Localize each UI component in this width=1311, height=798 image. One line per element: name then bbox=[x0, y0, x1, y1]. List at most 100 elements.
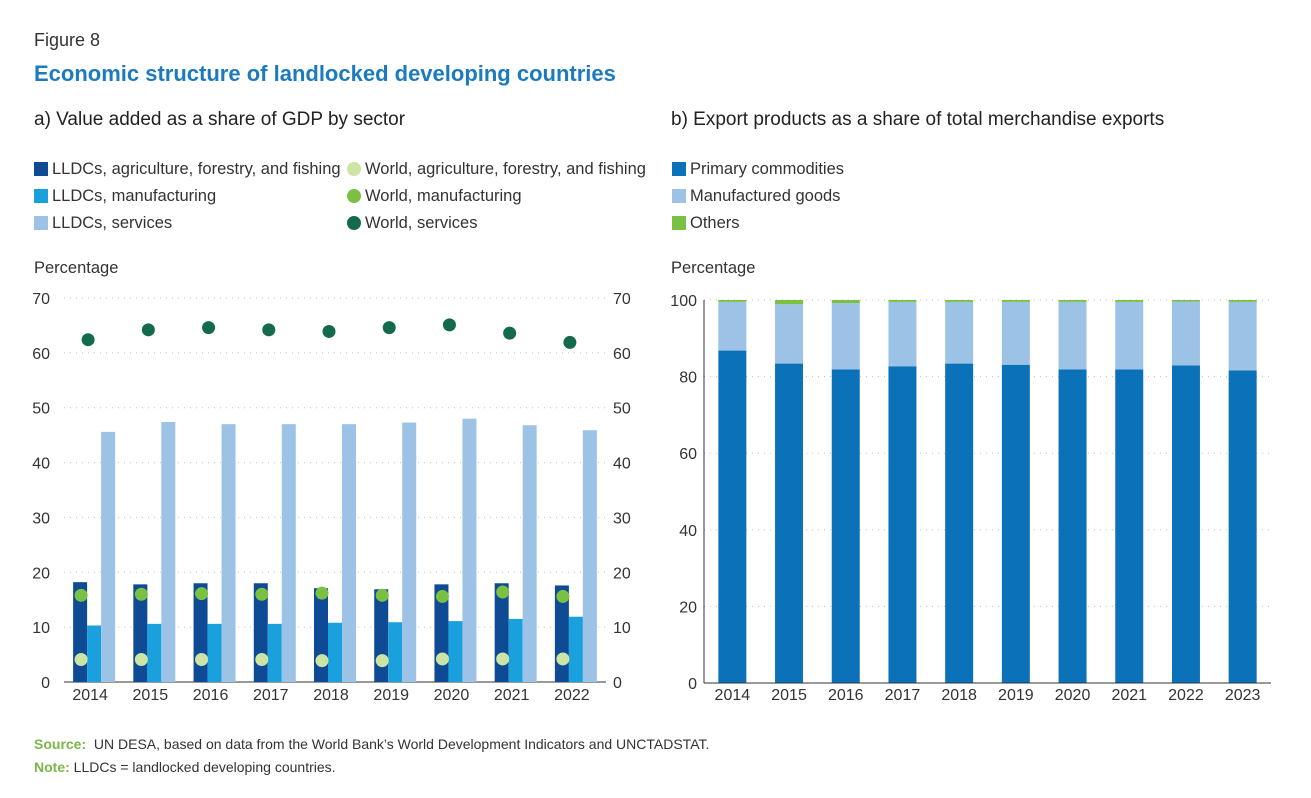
dot-world-agri bbox=[255, 653, 269, 667]
bar-lldc-serv bbox=[161, 421, 176, 682]
dot-world-agri bbox=[74, 653, 88, 667]
y-tick-label-left: 70 bbox=[32, 291, 50, 308]
bar-lldc-agri bbox=[73, 582, 88, 682]
legend-swatch-manufactured bbox=[672, 189, 686, 203]
bar-others bbox=[1171, 300, 1200, 302]
panel-b-title: b) Export products as a share of total m… bbox=[671, 109, 1165, 130]
dot-world-manu bbox=[255, 587, 269, 601]
dot-world-agri bbox=[315, 654, 329, 668]
dot-world-serv bbox=[262, 323, 276, 337]
legend-swatch-lldc-serv bbox=[34, 216, 48, 230]
y-tick-label: 80 bbox=[679, 370, 697, 387]
x-tick-label: 2014 bbox=[72, 687, 108, 704]
bar-lldc-manu bbox=[568, 616, 583, 682]
dot-world-agri bbox=[134, 653, 148, 667]
legend-label: LLDCs, services bbox=[52, 214, 173, 232]
legend-label: LLDCs, manufacturing bbox=[52, 187, 217, 205]
bar-others bbox=[1058, 300, 1087, 302]
y-tick-label: 60 bbox=[679, 446, 697, 463]
bar-lldc-manu bbox=[508, 618, 523, 682]
x-tick-label: 2015 bbox=[771, 687, 807, 704]
bar-lldc-agri bbox=[253, 583, 268, 682]
bar-primary bbox=[831, 369, 860, 683]
bar-lldc-manu bbox=[267, 623, 282, 682]
bar-lldc-agri bbox=[133, 584, 148, 682]
bar-primary bbox=[1058, 369, 1087, 683]
y-tick-label: 20 bbox=[679, 599, 697, 616]
x-tick-label: 2020 bbox=[434, 687, 470, 704]
x-tick-label: 2019 bbox=[373, 687, 409, 704]
bar-primary bbox=[945, 363, 974, 683]
note-text: LLDCs = landlocked developing countries. bbox=[73, 759, 336, 775]
x-tick-label: 2022 bbox=[1168, 687, 1204, 704]
bar-primary bbox=[1228, 370, 1257, 683]
dot-world-manu bbox=[134, 587, 148, 601]
bar-lldc-agri bbox=[554, 585, 569, 682]
dot-world-serv bbox=[442, 318, 456, 332]
y-tick-label-left: 10 bbox=[32, 620, 50, 637]
legend-item-primary: Primary commodities bbox=[672, 158, 844, 180]
figure-title: Economic structure of landlocked develop… bbox=[34, 61, 616, 86]
legend-item-lldc-agri: LLDCs, agriculture, forestry, and fishin… bbox=[34, 158, 341, 180]
legend-swatch-world-manu bbox=[347, 189, 361, 203]
dot-world-serv bbox=[382, 321, 396, 335]
panel-a-title: a) Value added as a share of GDP by sect… bbox=[34, 109, 406, 130]
dot-world-agri bbox=[435, 652, 449, 666]
bar-others bbox=[945, 300, 974, 302]
x-tick-label: 2020 bbox=[1055, 687, 1091, 704]
legend-item-others: Others bbox=[672, 212, 740, 234]
bar-lldc-agri bbox=[374, 589, 389, 682]
legend-item-world-manu: World, manufacturing bbox=[347, 185, 522, 207]
note-label: Note: bbox=[34, 759, 70, 775]
dot-world-serv bbox=[563, 335, 577, 349]
legend-label: World, manufacturing bbox=[365, 187, 522, 205]
y-tick-label-right: 30 bbox=[613, 510, 631, 527]
y-tick-label-right: 70 bbox=[613, 291, 631, 308]
dot-world-agri bbox=[375, 654, 389, 668]
bar-others bbox=[1228, 300, 1257, 302]
figure-label: Figure 8 bbox=[34, 30, 101, 50]
bar-lldc-agri bbox=[314, 588, 328, 682]
y-tick-label-right: 10 bbox=[613, 620, 631, 637]
legend-item-manufactured: Manufactured goods bbox=[672, 185, 840, 207]
bar-lldc-serv bbox=[101, 431, 116, 682]
legend-label: LLDCs, agriculture, forestry, and fishin… bbox=[52, 160, 341, 178]
bar-others bbox=[775, 300, 804, 305]
y-tick-label: 100 bbox=[670, 293, 697, 310]
dot-world-manu bbox=[435, 589, 449, 603]
x-tick-label: 2023 bbox=[1225, 687, 1261, 704]
bar-lldc-serv bbox=[462, 418, 477, 682]
bar-manufactured bbox=[718, 301, 747, 351]
y-tick-label-right: 0 bbox=[613, 675, 622, 692]
x-tick-label: 2016 bbox=[193, 687, 229, 704]
y-tick-label: 0 bbox=[688, 676, 697, 693]
y-tick-label-left: 20 bbox=[32, 565, 50, 582]
legend-item-lldc-serv: LLDCs, services bbox=[34, 212, 172, 234]
dot-world-manu bbox=[195, 587, 209, 601]
bar-lldc-manu bbox=[328, 622, 342, 682]
bar-primary bbox=[888, 366, 917, 683]
x-tick-label: 2018 bbox=[941, 687, 977, 704]
bar-primary bbox=[1171, 365, 1200, 683]
dot-world-serv bbox=[81, 333, 95, 347]
y-tick-label-left: 50 bbox=[32, 401, 50, 418]
bar-manufactured bbox=[1115, 301, 1144, 370]
bar-manufactured bbox=[945, 301, 974, 364]
bar-lldc-serv bbox=[221, 424, 236, 682]
legend-label: Others bbox=[690, 214, 740, 232]
bar-manufactured bbox=[775, 304, 804, 364]
x-tick-label: 2017 bbox=[253, 687, 289, 704]
y-tick-label-right: 40 bbox=[613, 456, 631, 473]
x-tick-label: 2014 bbox=[715, 687, 751, 704]
bar-lldc-serv bbox=[402, 422, 417, 682]
panel-b-y-axis-label: Percentage bbox=[671, 259, 756, 277]
bar-manufactured bbox=[1228, 301, 1257, 371]
legend-swatch-primary bbox=[672, 162, 686, 176]
bar-lldc-manu bbox=[87, 625, 102, 682]
legend-swatch-world-agri bbox=[347, 162, 361, 176]
dot-world-serv bbox=[141, 323, 155, 337]
legend-label: World, agriculture, forestry, and fishin… bbox=[365, 160, 646, 178]
y-tick-label-left: 40 bbox=[32, 456, 50, 473]
y-tick-label-left: 0 bbox=[41, 675, 50, 692]
dot-world-serv bbox=[202, 321, 216, 335]
